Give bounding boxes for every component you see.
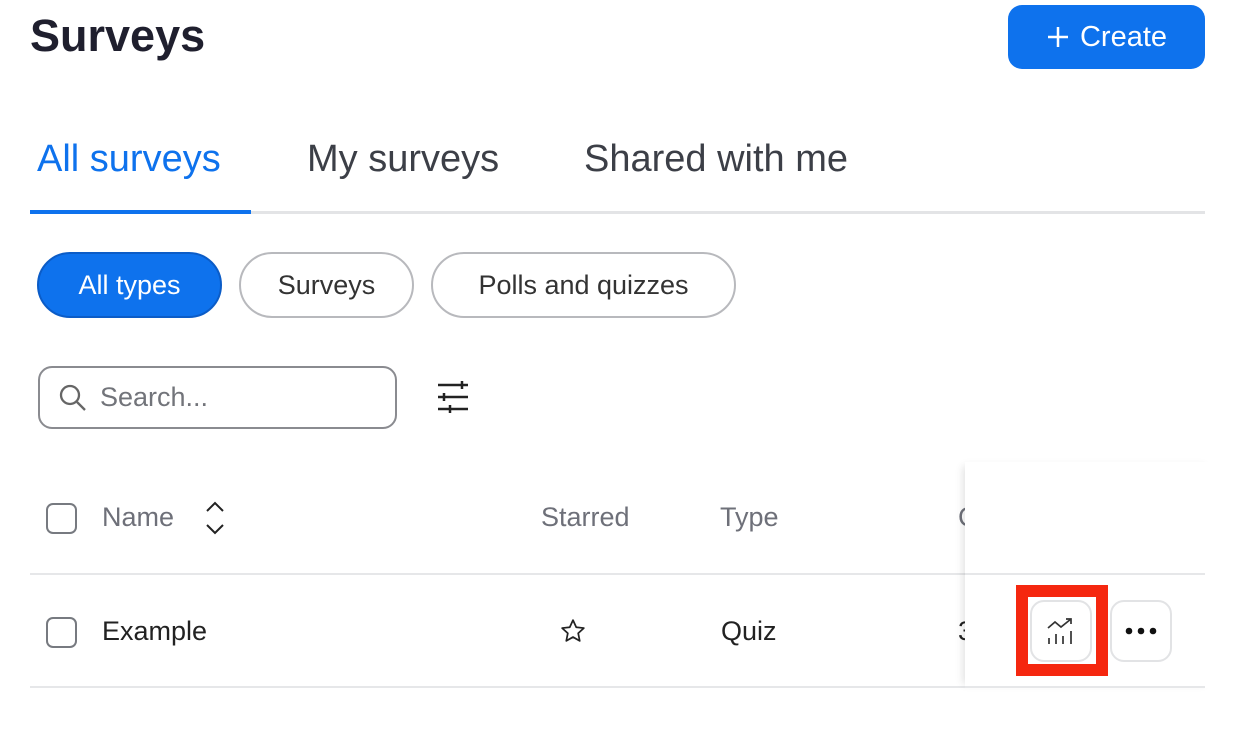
row-type: Quiz [721,616,777,646]
create-button[interactable]: Create [1008,5,1205,69]
sliders-icon[interactable] [437,381,469,413]
panel-divider [965,686,1205,688]
tab-divider [30,211,1205,214]
tab-my-surveys[interactable]: My surveys [307,138,500,180]
star-outline-icon[interactable] [560,618,586,644]
header-divider [30,573,1205,575]
tab-shared-with-me[interactable]: Shared with me [584,138,849,180]
active-tab-indicator [30,210,251,214]
more-horizontal-icon [1125,627,1157,635]
tab-all-surveys[interactable]: All surveys [37,138,221,180]
select-all-checkbox[interactable] [46,503,77,534]
search-input[interactable] [100,382,360,413]
plus-icon [1047,27,1068,47]
chart-trend-icon [1047,618,1072,644]
sort-icon[interactable] [204,500,226,536]
filter-all-types[interactable]: All types [37,252,222,318]
highlight-box [1016,585,1108,676]
create-label: Create [1079,20,1168,53]
column-starred: Starred [541,502,630,532]
row-name[interactable]: Example [102,616,208,646]
panel-divider [965,573,1205,575]
row-checkbox[interactable] [46,617,77,648]
column-type: Type [720,502,779,532]
more-options-button[interactable] [1110,600,1172,662]
row-divider [30,686,1205,688]
column-name[interactable]: Name [102,502,175,532]
analytics-button[interactable] [1030,600,1092,662]
page-title: Surveys [30,10,206,61]
search-field[interactable] [38,366,397,429]
filter-surveys[interactable]: Surveys [239,252,414,318]
search-icon [59,384,86,411]
filter-polls-and-quizzes[interactable]: Polls and quizzes [431,252,736,318]
